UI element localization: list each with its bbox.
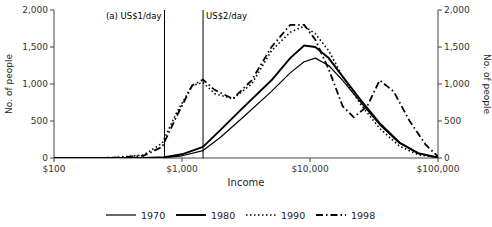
- y-tick-label: 0: [42, 153, 48, 163]
- legend-swatch: [316, 214, 346, 216]
- y2-tick: [438, 84, 442, 85]
- series-line: [54, 46, 438, 158]
- series-line: [54, 25, 438, 158]
- x-tick: [310, 158, 311, 162]
- legend-swatch: [176, 214, 206, 216]
- y2-tick-label: 1,500: [444, 42, 470, 52]
- y2-tick-label: 1,000: [444, 79, 470, 89]
- y-tick-label: 2,000: [22, 5, 48, 15]
- chart: 0 500 1,000 1,500 2,000 No. of people 0 500 1,00…: [0, 0, 492, 227]
- y2-axis: 0 500 1,000 1,500 2,000 No. of people: [438, 5, 492, 163]
- y2-tick-label: 2,000: [444, 5, 470, 15]
- x-tick: [438, 158, 439, 162]
- y-tick-label: 1,500: [22, 42, 48, 52]
- x-tick-label: $10,000: [291, 164, 328, 174]
- y-tick-label: 500: [31, 116, 48, 126]
- plot-area: [54, 25, 438, 158]
- y-tick: [50, 121, 54, 122]
- series-line: [54, 58, 438, 158]
- y-tick-label: 1,000: [22, 79, 48, 89]
- x-axis-label: Income: [228, 177, 265, 188]
- y-axis-label: No. of people: [4, 54, 14, 114]
- y-tick: [50, 47, 54, 48]
- annotations: (a) US$1/day US$2/day: [106, 10, 247, 158]
- y2-tick-label: 0: [444, 153, 450, 163]
- y2-tick: [438, 158, 442, 159]
- legend-label: 1998: [351, 210, 375, 221]
- x-tick-label: $1,000: [166, 164, 198, 174]
- x-tick-label: $100,000: [417, 164, 460, 174]
- x-tick: [182, 158, 183, 162]
- legend-swatch: [106, 214, 136, 215]
- x-axis: $100 $1,000 $10,000 $100,000 Income: [43, 158, 460, 188]
- legend-label: 1970: [141, 210, 165, 221]
- legend-label: 1990: [281, 210, 305, 221]
- y2-tick: [438, 10, 442, 11]
- legend-swatch: [246, 214, 276, 216]
- legend: 1970 1980 1990 1998: [106, 210, 375, 221]
- y-tick: [50, 10, 54, 11]
- annotation-label: (a) US$1/day: [106, 11, 161, 21]
- legend-label: 1980: [211, 210, 235, 221]
- y-tick: [50, 84, 54, 85]
- annotation-label: US$2/day: [206, 11, 247, 21]
- series-line: [54, 26, 438, 158]
- x-tick: [54, 158, 55, 162]
- reference-line: [203, 10, 204, 158]
- y-tick: [50, 158, 54, 159]
- x-tick-label: $100: [43, 164, 66, 174]
- y-axis: 0 500 1,000 1,500 2,000 No. of people: [4, 5, 54, 163]
- y2-tick: [438, 47, 442, 48]
- reference-line: [164, 10, 165, 158]
- y2-tick: [438, 121, 442, 122]
- y2-tick-label: 500: [444, 116, 461, 126]
- y2-axis-label: No. of people: [482, 54, 492, 114]
